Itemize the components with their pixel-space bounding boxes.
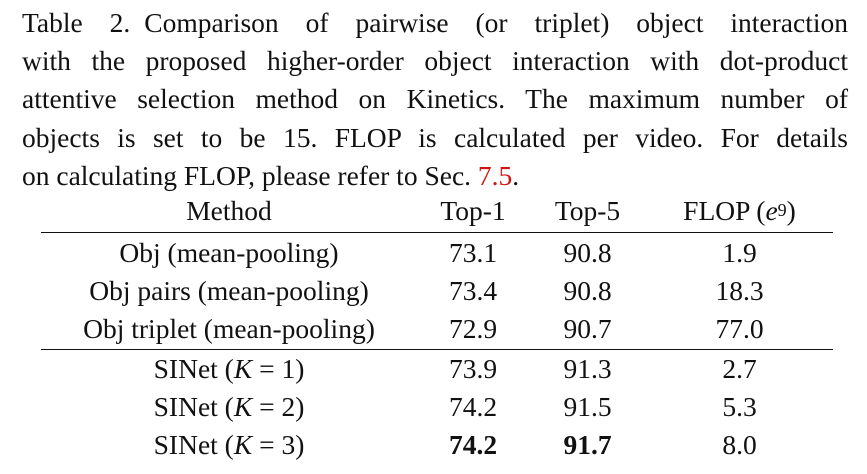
row-top5: 90.7 — [563, 313, 612, 344]
row-top1-best: 74.2 — [448, 429, 498, 460]
caption-line-2: with the proposed higher-order object in… — [22, 45, 848, 77]
header-flop-suffix: ) — [786, 195, 796, 226]
row-top5: 91.3 — [563, 353, 612, 384]
row-method: SINet (K = 3) — [41, 426, 417, 464]
row-flop: 5.3 — [722, 391, 757, 422]
table-row: Obj triplet (mean-pooling) 72.9 90.7 77.… — [41, 310, 833, 348]
method-variable: K — [233, 353, 253, 384]
method-variable: K — [233, 391, 253, 422]
table-caption: Table 2. Comparison of pairwise (or tripl… — [22, 4, 848, 195]
method-variable: K — [233, 429, 253, 460]
method-equation: = 2) — [252, 391, 305, 422]
caption-period: . — [512, 159, 520, 191]
row-method: SINet (K = 1) — [41, 350, 417, 388]
row-method: SINet (K = 2) — [41, 388, 417, 426]
row-flop: 8.0 — [722, 429, 757, 460]
row-top5: 91.5 — [563, 391, 612, 422]
caption-line-5: on calculating FLOP, please refer to Sec… — [22, 157, 848, 195]
caption-label: Table 2. — [22, 7, 131, 38]
header-top5: Top-5 — [554, 195, 621, 226]
row-top5: 90.8 — [563, 237, 612, 268]
method-prefix: SINet ( — [153, 391, 234, 422]
table-row: Obj pairs (mean-pooling) 73.4 90.8 18.3 — [41, 272, 833, 310]
row-top5: 90.8 — [563, 275, 612, 306]
row-flop: 77.0 — [715, 313, 764, 344]
caption-line-3: attentive selection method on Kinetics. … — [22, 83, 848, 115]
header-top1: Top-1 — [440, 195, 506, 226]
caption-line-1: Table 2. Comparison of pairwise (or tripl… — [22, 4, 848, 42]
row-flop: 2.7 — [722, 353, 757, 384]
caption-line-4: objects is set to be 15. FLOP is calcula… — [22, 121, 848, 153]
header-flop-prefix: FLOP ( — [683, 195, 766, 226]
row-flop: 18.3 — [715, 275, 764, 306]
header-flop: FLOP (e9) — [646, 192, 833, 230]
method-equation: = 3) — [252, 429, 305, 460]
header-rule — [41, 232, 833, 233]
row-method: Obj (mean-pooling) — [119, 237, 339, 268]
table-header-row: Method Top-1 Top-5 FLOP (e9) — [41, 192, 833, 230]
table-row: SINet (K = 3) 74.2 91.7 8.0 — [41, 426, 833, 464]
row-top1: 72.9 — [448, 313, 498, 344]
caption-text-1: Comparison of pairwise (or triplet) obje… — [144, 7, 848, 38]
section-reference-link[interactable]: 7.5 — [477, 159, 513, 191]
row-method: Obj pairs (mean-pooling) — [89, 275, 369, 306]
method-prefix: SINet ( — [153, 353, 234, 384]
row-top1: 73.4 — [448, 275, 498, 306]
method-equation: = 1) — [252, 353, 305, 384]
row-top1: 74.2 — [448, 391, 498, 422]
caption-text-5: on calculating FLOP, please refer to Sec… — [22, 159, 478, 191]
header-flop-exponent: 9 — [777, 200, 787, 220]
header-flop-base: e — [765, 195, 778, 226]
header-method: Method — [186, 195, 272, 226]
row-top1: 73.1 — [448, 237, 498, 268]
table-row: SINet (K = 2) 74.2 91.5 5.3 — [41, 388, 833, 426]
method-prefix: SINet ( — [153, 429, 234, 460]
table-row: SINet (K = 1) 73.9 91.3 2.7 — [41, 350, 833, 388]
row-method: Obj triplet (mean-pooling) — [83, 313, 375, 344]
row-top5-best: 91.7 — [563, 429, 612, 460]
row-flop: 1.9 — [722, 237, 757, 268]
group-rule — [41, 349, 833, 350]
table-row: Obj (mean-pooling) 73.1 90.8 1.9 — [41, 234, 833, 272]
row-top1: 73.9 — [448, 353, 498, 384]
